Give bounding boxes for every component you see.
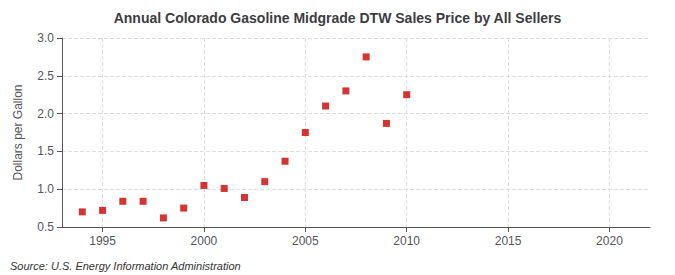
- svg-text:2.0: 2.0: [37, 107, 54, 121]
- svg-text:2015: 2015: [495, 234, 522, 248]
- svg-text:Source: U.S. Energy Informatio: Source: U.S. Energy Information Administ…: [10, 260, 241, 272]
- svg-text:2010: 2010: [393, 234, 420, 248]
- svg-text:0.5: 0.5: [37, 220, 54, 234]
- svg-text:Dollars per Gallon: Dollars per Gallon: [11, 84, 25, 180]
- svg-text:1995: 1995: [89, 234, 116, 248]
- svg-text:2.5: 2.5: [37, 69, 54, 83]
- svg-text:2000: 2000: [191, 234, 218, 248]
- svg-text:3.0: 3.0: [37, 31, 54, 45]
- svg-text:2005: 2005: [292, 234, 319, 248]
- svg-text:2020: 2020: [596, 234, 623, 248]
- svg-text:Annual Colorado Gasoline Midgr: Annual Colorado Gasoline Midgrade DTW Sa…: [114, 10, 562, 26]
- svg-text:1.5: 1.5: [37, 144, 54, 158]
- svg-text:1.0: 1.0: [37, 182, 54, 196]
